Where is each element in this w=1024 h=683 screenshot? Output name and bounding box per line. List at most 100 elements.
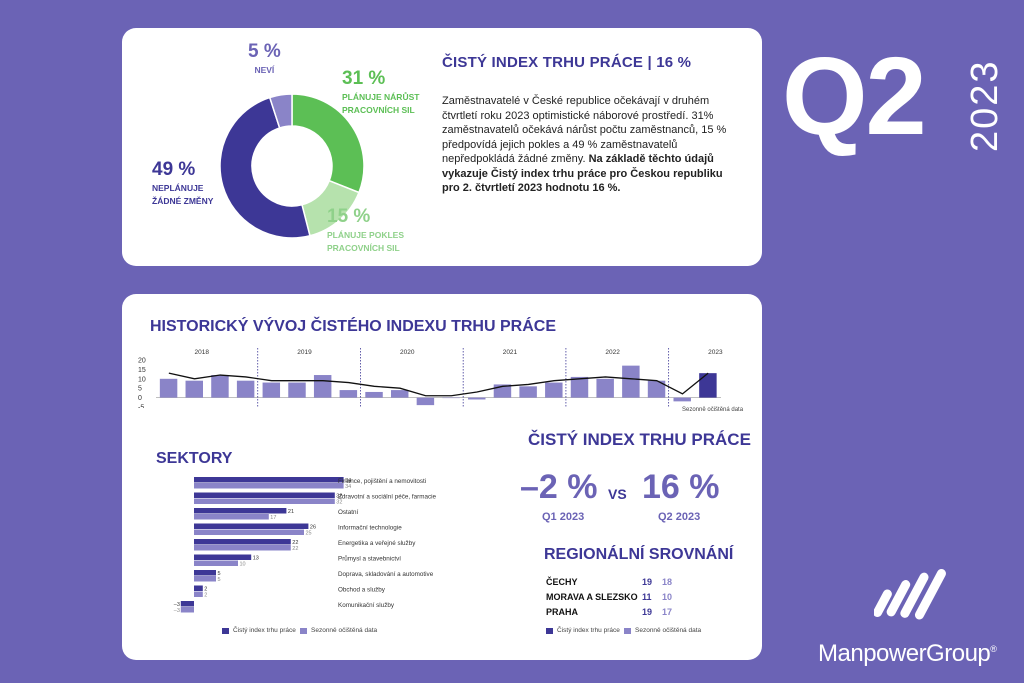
year-label: 2019: [297, 349, 312, 356]
history-bar: [545, 382, 563, 398]
sectors-legend-index-label: Čistý index trhu práce: [233, 627, 296, 634]
history-bar: [365, 391, 383, 398]
sector-bar: [194, 492, 335, 498]
history-bar: [647, 380, 666, 398]
sector-bar: [194, 523, 309, 529]
sector-value-label: 34: [345, 484, 351, 490]
decrease-desc-2: PRACOVNÍCH SIL: [327, 243, 400, 253]
decrease-pct: 15 %: [327, 206, 371, 227]
sector-label: Obchod a služby: [338, 587, 386, 594]
history-bar: [236, 380, 255, 398]
sector-bar: [194, 591, 203, 597]
region-name: PRAHA: [546, 606, 579, 617]
history-line: [168, 372, 709, 397]
sector-label: Komunikační služby: [338, 602, 395, 609]
history-bar: [699, 373, 717, 398]
sector-bar: [194, 570, 216, 576]
y-tick-label: -5: [138, 405, 144, 409]
history-bar: [211, 375, 229, 398]
history-bar: [622, 365, 640, 398]
region-adjusted: 18: [662, 576, 673, 587]
region-name: MORAVA A SLEZSKO: [546, 591, 638, 602]
sector-bar: [194, 585, 203, 591]
history-bar: [339, 390, 358, 398]
sectors-legend-adjusted: Sezonně očištěná data: [300, 627, 377, 634]
sector-value-label: –3: [174, 602, 180, 608]
legend-swatch-light: [624, 627, 631, 634]
history-bar: [159, 378, 178, 398]
history-bar: [673, 397, 691, 402]
donut-label-nochange: 49 % NEPLÁNUJE ŽÁDNÉ ZMĚNY: [152, 159, 213, 207]
year-label: 2023: [708, 349, 723, 356]
historical-note: Sezonně očištěná data: [682, 407, 744, 413]
region-index: 11: [642, 591, 652, 602]
year-label: 2023: [964, 59, 1006, 152]
decrease-desc-1: PLÁNUJE POKLES: [327, 230, 404, 240]
sector-bar: [194, 483, 344, 489]
y-tick-label: 10: [138, 376, 146, 383]
sector-value-label: 13: [253, 555, 259, 561]
sector-bar: [180, 607, 194, 613]
region-index: 19: [642, 606, 653, 617]
increase-desc-1: PLÁNUJE NÁRŮST: [342, 92, 420, 102]
brand-reg: ®: [990, 644, 997, 654]
history-bar: [262, 382, 281, 398]
sector-value-label: –3: [174, 608, 180, 614]
donut-slice-increase: [291, 93, 365, 194]
historical-chart: 20 15 10 5 0 -5 2018 2019 2020 2021 2022 2023: [138, 348, 723, 409]
sectors-legend-index: Čistý index trhu práce: [222, 627, 296, 634]
sector-label: Zdravotní a sociální péče, farmacie: [338, 494, 436, 501]
sector-bar: [180, 601, 194, 607]
summary-heading: ČISTÝ INDEX TRHU PRÁCE | 16 %: [442, 54, 692, 71]
y-tick-label: 0: [138, 395, 142, 402]
sector-bar: [194, 539, 291, 545]
region-index: 19: [642, 576, 653, 587]
sector-label: Finance, pojištění a nemovitosti: [338, 478, 426, 485]
regional-legend-index-label: Čistý index trhu práce: [557, 627, 620, 634]
q1-label: Q1 2023: [542, 511, 585, 523]
sector-bar: [194, 514, 269, 520]
sectors-title: SEKTORY: [156, 450, 233, 467]
sector-bar: [194, 477, 344, 483]
history-bar: [468, 397, 486, 400]
regional-table: ČECHY 19 18 MORAVA A SLEZSKO 11 10 PRAHA…: [546, 574, 682, 619]
regional-legend-adjusted: Sezonně očištěná data: [624, 627, 701, 634]
unknown-desc: NEVÍ: [254, 65, 275, 75]
year-label: 2022: [605, 349, 620, 356]
sector-value-label: 25: [306, 530, 312, 536]
history-bar: [390, 390, 409, 398]
summary-card: 5 % NEVÍ 31 % PLÁNUJE NÁRŮST PRACOVNÍCH …: [122, 28, 762, 266]
sector-bar: [194, 554, 252, 560]
sector-value-label: 22: [292, 546, 298, 552]
sector-value-label: 5: [218, 577, 221, 583]
history-bar: [442, 397, 460, 399]
history-bar: [288, 382, 306, 398]
sector-bar: [194, 576, 216, 582]
increase-pct: 31 %: [342, 68, 386, 89]
table-row: ČECHY 19 18: [546, 574, 682, 589]
sector-bar: [194, 529, 304, 535]
region-adjusted: 10: [662, 591, 673, 602]
y-tick-label: 20: [138, 358, 146, 365]
q1-value: –2 %: [520, 468, 598, 506]
sector-value-label: 22: [292, 540, 298, 546]
donut-label-unknown: 5 % NEVÍ: [248, 41, 281, 76]
sector-bar: [194, 498, 335, 504]
detail-card: HISTORICKÝ VÝVOJ ČISTÉHO INDEXU TRHU PRÁ…: [122, 294, 762, 660]
region-adjusted: 17: [662, 606, 673, 617]
nochange-desc-2: ŽÁDNÉ ZMĚNY: [152, 196, 214, 206]
table-row: PRAHA 19 17: [546, 604, 682, 619]
sector-value-label: 10: [240, 561, 246, 567]
sector-value-label: 26: [310, 524, 316, 530]
history-bar: [185, 380, 203, 398]
nochange-desc-1: NEPLÁNUJE: [152, 183, 204, 193]
sector-value-label: 32: [336, 499, 342, 505]
history-bar: [313, 375, 332, 398]
sectors-legend-adjusted-label: Sezonně očištěná data: [311, 627, 378, 634]
sector-value-label: 17: [270, 515, 276, 521]
history-bar: [416, 397, 435, 406]
legend-swatch-dark: [222, 627, 229, 634]
sector-value-label: 5: [218, 571, 221, 577]
year-label: 2018: [195, 349, 210, 356]
